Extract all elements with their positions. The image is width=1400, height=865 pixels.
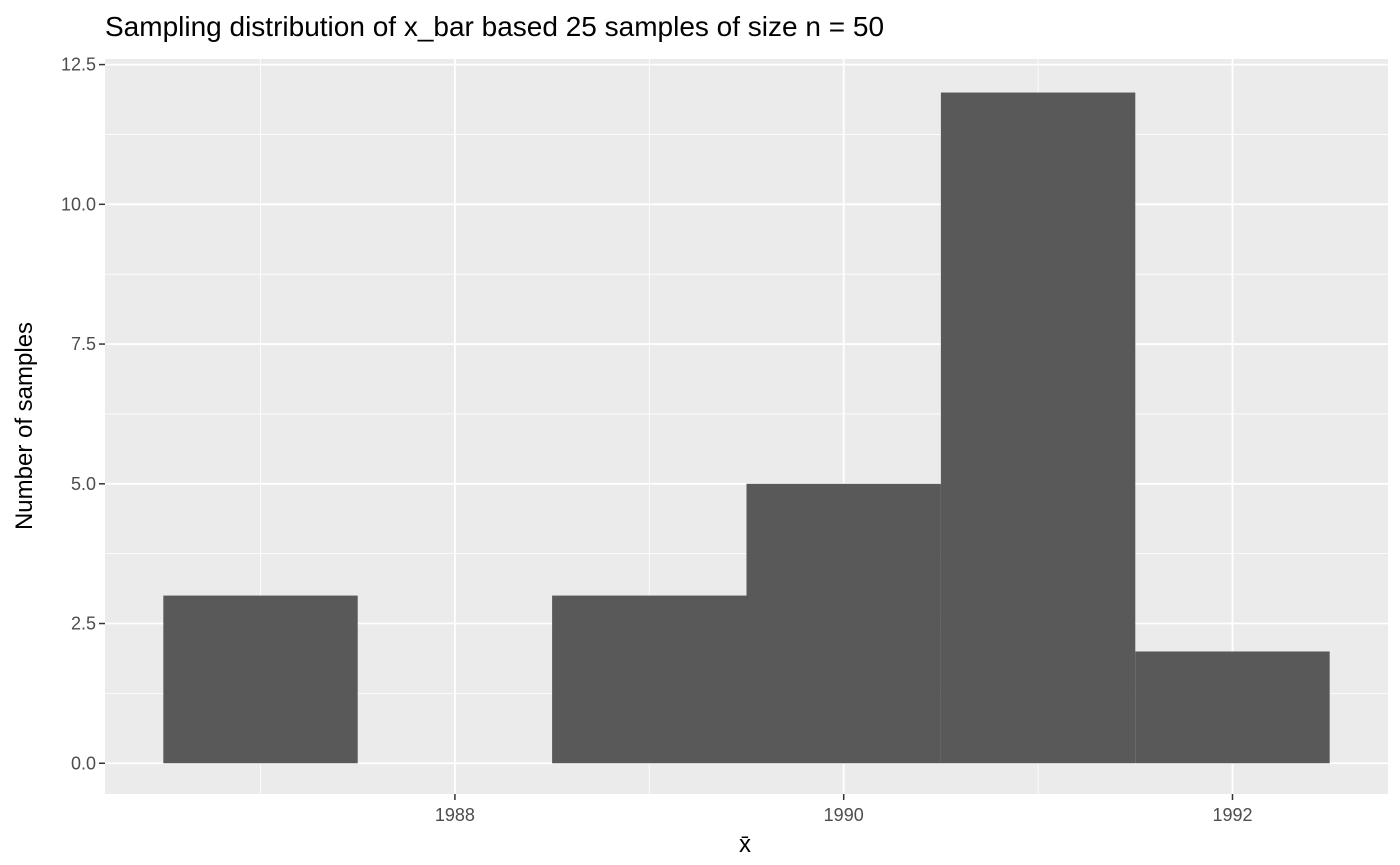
chart-title: Sampling distribution of x_bar based 25 … xyxy=(105,11,884,42)
y-tick-label: 2.5 xyxy=(71,614,96,634)
histogram-bars xyxy=(163,92,1330,764)
histogram-bar xyxy=(552,595,747,764)
y-tick-label: 12.5 xyxy=(61,55,96,75)
y-tick-label: 5.0 xyxy=(71,474,96,494)
histogram-bar xyxy=(1135,651,1330,764)
histogram-bar xyxy=(163,595,358,764)
x-axis: 1988 1990 1992 xyxy=(435,794,1253,825)
y-axis-title: Number of samples xyxy=(11,322,38,530)
histogram-bar xyxy=(940,92,1136,764)
histogram-bar xyxy=(746,483,941,764)
x-tick-label: 1990 xyxy=(824,805,864,825)
y-tick-label: 0.0 xyxy=(71,753,96,773)
x-tick-label: 1988 xyxy=(435,805,475,825)
y-tick-label: 10.0 xyxy=(61,194,96,214)
y-axis: 0.0 2.5 5.0 7.5 10.0 12.5 xyxy=(61,55,105,773)
x-tick-label: 1992 xyxy=(1212,805,1252,825)
x-axis-title: x̄ xyxy=(739,831,751,858)
y-tick-label: 7.5 xyxy=(71,334,96,354)
